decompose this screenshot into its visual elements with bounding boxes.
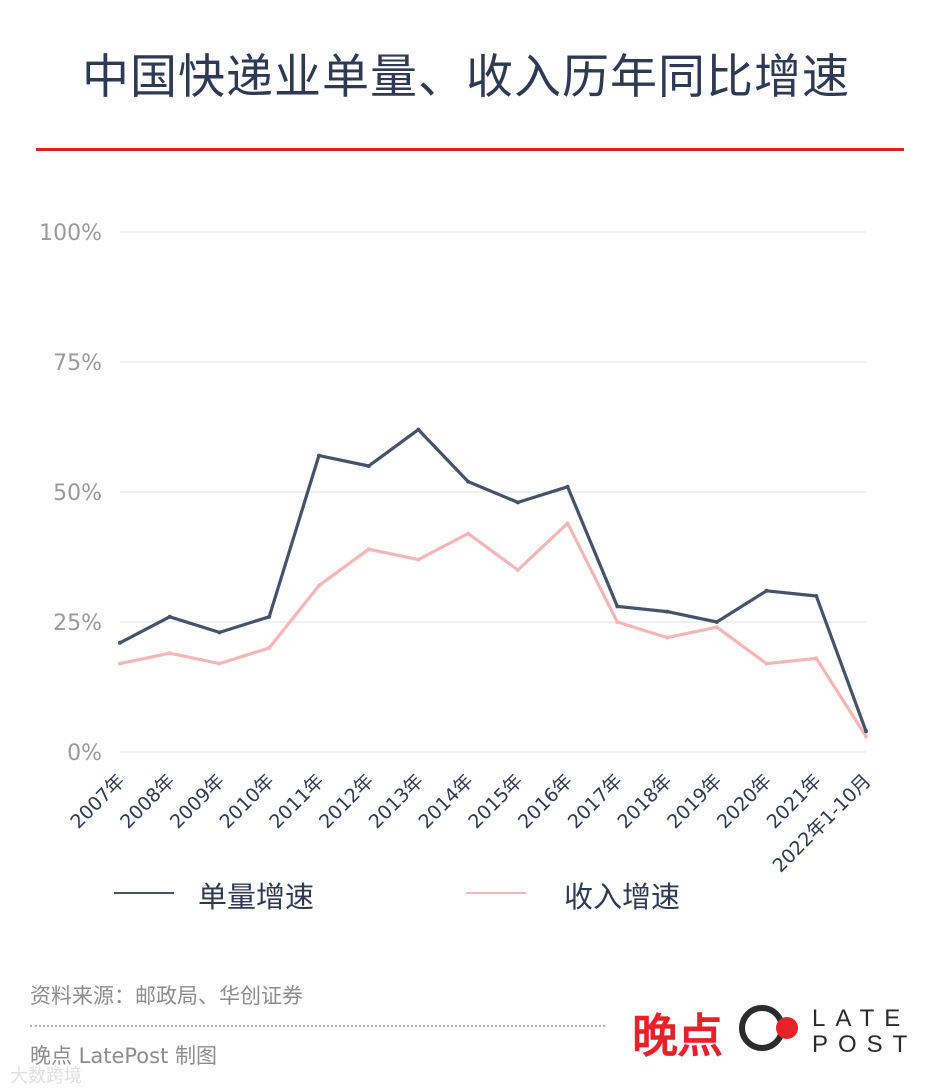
- data-point: [864, 734, 868, 739]
- x-tick-label: 2016年: [514, 770, 577, 833]
- data-point: [466, 531, 471, 536]
- data-point: [466, 479, 471, 484]
- data-point: [764, 588, 769, 593]
- data-point: [814, 656, 819, 661]
- data-point: [267, 646, 272, 650]
- watermark: 大数跨境: [10, 1066, 82, 1087]
- legend-item-volume: 单量增速: [114, 868, 374, 918]
- x-tick-label: 2011年: [265, 770, 328, 833]
- x-tick-label: 2012年: [315, 770, 378, 833]
- title-divider: [36, 148, 904, 151]
- data-point: [565, 484, 570, 489]
- data-point: [118, 661, 122, 666]
- line-chart: 100% 75% 50% 25% 0% 2007年2008年2009年2010年2011年…: [39, 221, 875, 877]
- data-point: [167, 651, 172, 656]
- data-point: [515, 500, 520, 505]
- x-tick-label: 2017年: [564, 770, 627, 833]
- x-tick-label: 2008年: [116, 770, 179, 833]
- data-point: [217, 630, 222, 635]
- series-line-volume: [118, 428, 868, 733]
- legend-swatch-volume: [114, 892, 174, 894]
- x-tick-label: 2014年: [414, 770, 477, 833]
- data-point: [714, 620, 719, 624]
- y-tick-label: 75%: [53, 351, 102, 376]
- data-point: [267, 614, 272, 619]
- latepost-logo-icon: LATE POST: [739, 1005, 908, 1058]
- data-point: [814, 594, 819, 598]
- y-tick-label: 25%: [53, 611, 102, 636]
- x-tick-label: 2013年: [365, 770, 428, 833]
- data-point: [416, 427, 421, 432]
- data-point: [615, 604, 620, 609]
- series-line-revenue: [118, 521, 868, 739]
- y-tick-label: 0%: [67, 741, 102, 766]
- data-point: [316, 453, 321, 458]
- footer-divider: [30, 1025, 605, 1027]
- legend-swatch-revenue: [466, 892, 526, 894]
- data-point: [764, 661, 769, 666]
- credit-note: 晚点 LatePost 制图: [30, 1044, 218, 1068]
- data-point: [565, 521, 570, 526]
- x-tick-label: 2015年: [464, 770, 527, 833]
- data-point: [864, 729, 868, 734]
- data-point: [167, 614, 172, 619]
- y-tick-label: 50%: [53, 481, 102, 506]
- chart-title: 中国快递业单量、收入历年同比增速: [82, 50, 850, 105]
- legend-item-revenue: 收入增速: [466, 868, 726, 918]
- x-tick-label: 2019年: [663, 770, 726, 833]
- data-point: [118, 640, 122, 645]
- data-point: [665, 609, 670, 614]
- data-point: [366, 464, 371, 468]
- data-point: [366, 547, 371, 552]
- logo-text-late: LATE: [812, 1005, 908, 1032]
- legend-label-volume: 单量增速: [198, 880, 315, 914]
- data-point: [665, 635, 670, 640]
- x-tick-label: 2010年: [216, 770, 279, 833]
- data-point: [316, 583, 321, 588]
- x-tick-label: 2020年: [713, 770, 776, 833]
- data-point: [416, 557, 421, 562]
- data-point: [714, 625, 719, 630]
- latepost-logo-chinese: 晚点: [632, 1009, 723, 1063]
- x-tick-label: 2009年: [166, 770, 229, 833]
- data-point: [615, 620, 620, 624]
- logo-text-post: POST: [812, 1031, 908, 1058]
- x-tick-label: 2018年: [613, 770, 676, 833]
- legend-label-revenue: 收入增速: [564, 880, 681, 914]
- y-tick-label: 100%: [39, 221, 102, 246]
- x-tick-label: 2007年: [66, 770, 129, 833]
- data-point: [515, 568, 520, 572]
- data-point: [217, 661, 222, 666]
- source-note: 资料来源：邮政局、华创证券: [30, 984, 303, 1008]
